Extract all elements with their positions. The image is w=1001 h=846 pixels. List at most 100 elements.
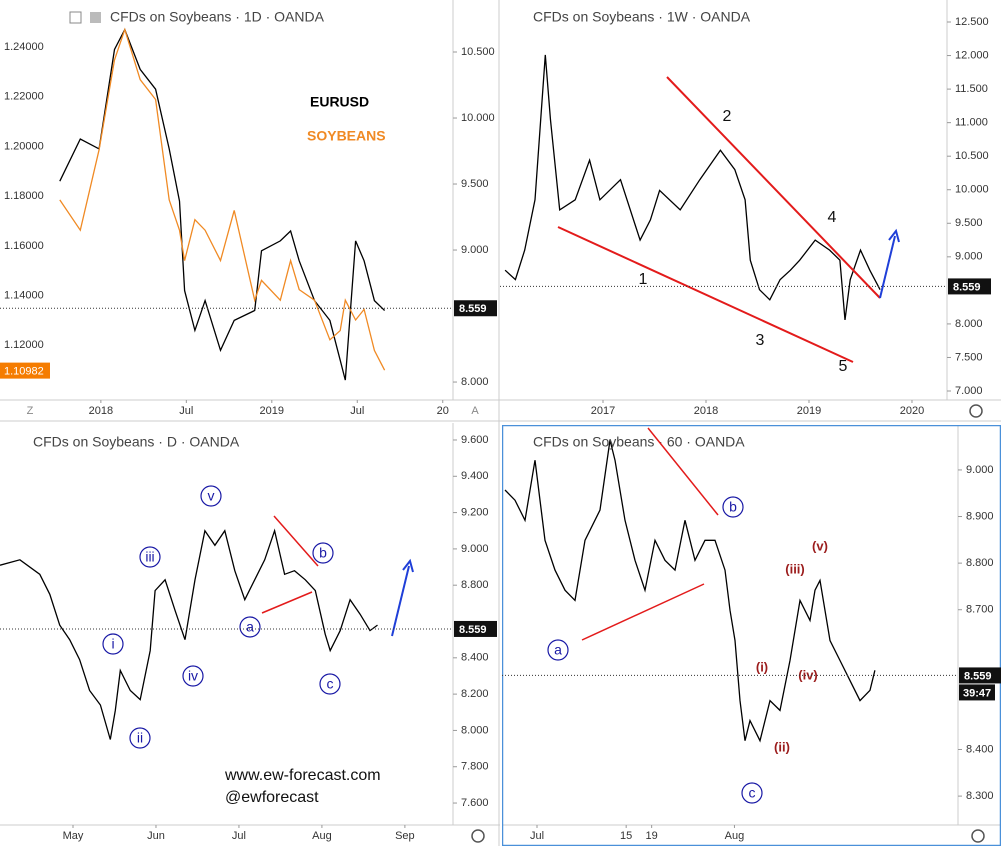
y2-tick-label: 1.18000 — [4, 190, 44, 202]
y2-tick-label: 1.24000 — [4, 41, 44, 53]
x-tick-label: 19 — [646, 830, 658, 842]
legend-label: EURUSD — [310, 94, 369, 110]
wave-label: a — [554, 642, 562, 658]
settings-icon[interactable] — [969, 404, 983, 418]
y-tick-label: 10.000 — [461, 112, 495, 124]
panel: CFDs on Soybeans · 1W · OANDA 1 2 3 4 5 … — [500, 0, 1001, 422]
y-tick-label: 12.500 — [955, 16, 989, 28]
last-price-label: 1.10982 — [4, 366, 44, 378]
x-tick-label: Sep — [395, 830, 415, 842]
y-tick-label: 9.200 — [461, 506, 489, 518]
wave-label: (ii) — [774, 739, 790, 754]
wave-circle — [129, 727, 151, 749]
y-tick-label: 7.800 — [461, 761, 489, 773]
x-tick-label: 2018 — [694, 405, 718, 417]
y-tick-label: 8.400 — [966, 743, 994, 755]
price-line — [0, 528, 378, 740]
y-tick-label: 9.500 — [461, 178, 489, 190]
wave-circle — [319, 673, 341, 695]
y-tick-label: 8.300 — [966, 790, 994, 802]
wave-label: iii — [145, 549, 154, 565]
wave-circle — [200, 485, 222, 507]
x-tick-label: May — [63, 830, 84, 842]
panel: CFDs on Soybeans · 1D · OANDA EURUSD SOY… — [0, 0, 500, 423]
last-price-box — [454, 300, 497, 317]
watermark: www.ew-forecast.com — [224, 767, 381, 784]
x-tick-label: Jul — [350, 405, 364, 417]
y-tick-label: 8.000 — [461, 376, 489, 388]
y-tick-label: 9.600 — [461, 434, 489, 446]
x-tick-label: 2019 — [260, 405, 284, 417]
last-price-label: 8.559 — [459, 303, 487, 315]
x-tick-label: Jul — [179, 405, 193, 417]
countdown-box — [959, 684, 995, 701]
wave-circle — [102, 633, 124, 655]
y-tick-label: 7.500 — [955, 351, 983, 363]
wave-circle — [741, 782, 763, 804]
wave-label: b — [729, 499, 737, 515]
x-tick-label: Aug — [725, 830, 745, 842]
button[interactable]: Z — [27, 405, 34, 417]
button[interactable]: A — [471, 405, 479, 417]
y-tick-label: 7.600 — [461, 797, 489, 809]
icon[interactable] — [90, 12, 101, 23]
wave-label: (iii) — [785, 561, 805, 576]
y2-tick-label: 1.12000 — [4, 339, 44, 351]
y-tick-label: 9.000 — [966, 464, 994, 476]
last-price-label: 8.559 — [953, 281, 981, 293]
countdown-label: 39:47 — [963, 687, 991, 699]
wave-label: 3 — [756, 332, 765, 349]
settings-icon[interactable] — [471, 829, 485, 843]
wave-label: ii — [137, 730, 143, 746]
last-price-box — [948, 278, 991, 295]
wave-label: a — [246, 619, 254, 635]
wave-circle — [312, 542, 334, 564]
y-tick-label: 8.900 — [966, 510, 994, 522]
x-tick-label: Jul — [232, 830, 246, 842]
chart-title: CFDs on Soybeans · D · OANDA — [33, 434, 240, 450]
wave-label: b — [319, 545, 327, 561]
y-tick-label: 10.000 — [955, 184, 989, 196]
trend-line — [261, 591, 313, 614]
y-tick-label: 8.200 — [461, 688, 489, 700]
y-tick-label: 8.400 — [461, 652, 489, 664]
arrow-head — [888, 228, 900, 243]
panel: CFDs on Soybeans · 60 · OANDA a b c (i) … — [502, 425, 1001, 846]
y-tick-label: 9.400 — [461, 470, 489, 482]
x-tick-label: Aug — [312, 830, 332, 842]
y-tick-label: 8.800 — [966, 557, 994, 569]
y-tick-label: 8.800 — [461, 579, 489, 591]
y-tick-label: 9.500 — [955, 217, 983, 229]
x-tick-label: 2017 — [591, 405, 615, 417]
wave-label: v — [208, 488, 215, 504]
y-tick-label: 11.000 — [955, 117, 988, 129]
arrow-head — [402, 558, 414, 573]
last-price-box — [0, 362, 50, 379]
y-tick-label: 9.000 — [461, 543, 489, 555]
y-tick-label: 8.000 — [955, 318, 983, 330]
legend-label: SOYBEANS — [307, 128, 386, 144]
x-tick-label: 2018 — [89, 405, 113, 417]
wave-label: i — [111, 636, 114, 652]
chart-title: CFDs on Soybeans · 1W · OANDA — [533, 9, 751, 25]
x-tick-label: 20 — [437, 405, 449, 417]
y2-tick-label: 1.22000 — [4, 91, 44, 103]
wave-label: (i) — [756, 659, 768, 674]
last-price-box — [454, 620, 497, 637]
wave-label: c — [327, 676, 334, 692]
arrow — [879, 235, 896, 299]
chart-title: CFDs on Soybeans · 1D · OANDA — [110, 9, 325, 25]
wave-label: iv — [188, 668, 198, 684]
wave-label: 2 — [723, 108, 732, 125]
price-line — [504, 439, 876, 743]
y-tick-label: 10.500 — [955, 150, 989, 162]
y-tick-label: 9.000 — [955, 251, 983, 263]
settings-icon[interactable] — [971, 829, 985, 843]
wave-circle — [139, 546, 161, 568]
y-tick-label: 8.000 — [461, 724, 489, 736]
x-tick-label: Jun — [147, 830, 165, 842]
last-price-label: 8.559 — [964, 670, 992, 682]
wave-circle — [182, 665, 204, 687]
icon[interactable] — [69, 11, 82, 24]
y-tick-label: 12.000 — [955, 49, 989, 61]
